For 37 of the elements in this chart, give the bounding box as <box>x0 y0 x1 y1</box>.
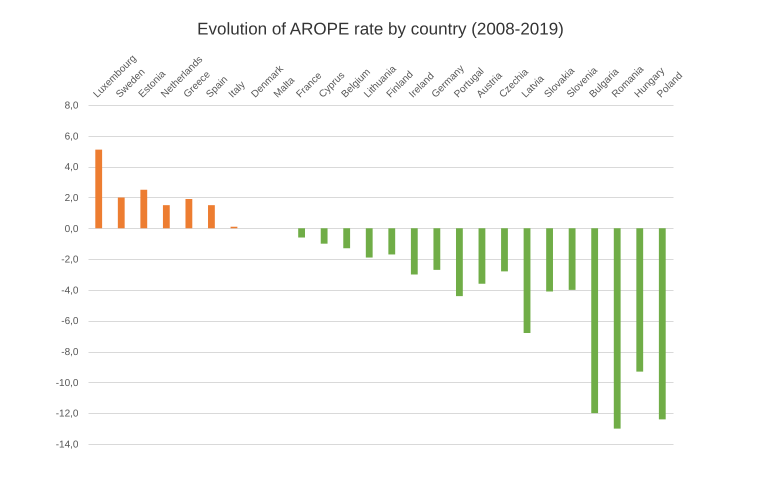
bar <box>388 228 396 254</box>
bar <box>501 228 508 272</box>
bar <box>591 228 598 414</box>
bar <box>118 197 125 228</box>
y-tick-label: 2,0 <box>64 192 79 204</box>
bar <box>366 228 373 258</box>
y-tick-label: 6,0 <box>64 131 79 142</box>
bar <box>614 228 621 429</box>
bar <box>524 228 530 334</box>
bar <box>298 228 306 238</box>
y-tick-label: -6,0 <box>61 316 79 328</box>
y-tick-label: -10,0 <box>56 378 79 389</box>
bar <box>320 228 328 244</box>
bar <box>433 228 440 270</box>
bar <box>568 228 576 290</box>
bar <box>410 228 418 274</box>
y-tick-label: -8,0 <box>61 347 79 358</box>
bar <box>140 190 148 228</box>
bar <box>185 198 192 228</box>
y-tick-label: -12,0 <box>56 408 79 420</box>
bar <box>546 228 553 292</box>
bar <box>658 228 666 420</box>
bar <box>343 228 350 248</box>
bar <box>456 228 463 296</box>
y-tick-label: -14,0 <box>56 440 79 450</box>
x-tick-label: Italy <box>226 79 248 100</box>
bar <box>208 205 215 228</box>
y-tick-label: 8,0 <box>64 100 79 112</box>
bar <box>95 150 102 228</box>
y-tick-label: -4,0 <box>61 285 79 296</box>
y-tick-label: -2,0 <box>61 254 79 266</box>
chart-title: Evolution of AROPE rate by country (2008-2019) <box>197 20 564 39</box>
y-tick-label: 4,0 <box>64 162 79 174</box>
bar <box>636 228 644 372</box>
y-tick-label: 0,0 <box>64 224 79 235</box>
bar <box>478 228 486 284</box>
bar <box>162 205 170 228</box>
